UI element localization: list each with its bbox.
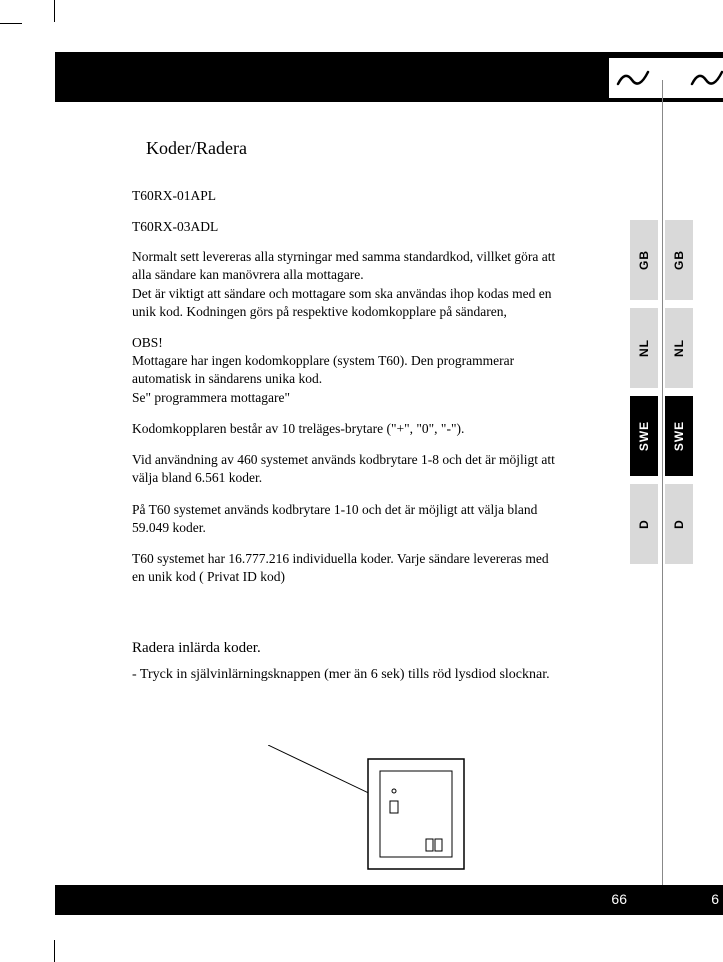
paragraph: Normalt sett levereras alla styrningar m… [132,248,562,284]
section-subtitle: Radera inlärda koder. [132,640,562,657]
tab-gb: GB [665,220,693,300]
paragraph: Mottagare har ingen kodomkopplare (syste… [132,352,562,388]
tab-label: D [672,519,686,529]
tab-label: SWE [637,421,651,451]
tab-label: GB [637,250,651,270]
paragraph: OBS! [132,334,562,352]
tab-label: D [637,519,651,529]
tab-swe: SWE [665,396,693,476]
paragraph: Se" programmera mottagare" [132,389,562,407]
page-number-edge: 6 [711,891,719,907]
paragraph: Det är viktigt att sändare och mottagare… [132,285,562,321]
page-title: Koder/Radera [146,138,562,159]
wave-icon [616,68,652,90]
tab-nl: NL [665,308,693,388]
page-divider [662,80,663,890]
paragraph: På T60 systemet används kodbrytare 1-10 … [132,501,562,537]
model-line: T60RX-03ADL [132,218,562,236]
tab-nl: NL [630,308,658,388]
crop-mark [54,940,55,962]
language-tabs-left: GB NL SWE D [630,220,658,572]
paragraph: Kodomkopplaren består av 10 treläges-bry… [132,420,562,438]
language-tabs-right: GB NL SWE D [665,220,693,572]
tab-label: SWE [672,421,686,451]
tab-d: D [630,484,658,564]
tab-d: D [665,484,693,564]
tab-label: NL [672,339,686,357]
crop-mark [0,23,22,24]
paragraph: T60 systemet har 16.777.216 individuella… [132,550,562,586]
instruction-text: - Tryck in självinlärningsknappen (mer ä… [132,667,562,683]
tab-label: NL [637,339,651,357]
tab-swe: SWE [630,396,658,476]
wave-icon [690,68,723,90]
paragraph: Vid användning av 460 systemet används k… [132,451,562,487]
body-text: T60RX-01APL T60RX-03ADL Normalt sett lev… [132,187,562,586]
device-diagram [268,745,488,875]
tab-label: GB [672,250,686,270]
footer-bar: 66 6 [55,885,723,915]
crop-mark [54,0,55,22]
model-line: T60RX-01APL [132,187,562,205]
tab-gb: GB [630,220,658,300]
page-number: 66 [611,891,627,907]
page-content: Koder/Radera T60RX-01APL T60RX-03ADL Nor… [132,138,562,683]
